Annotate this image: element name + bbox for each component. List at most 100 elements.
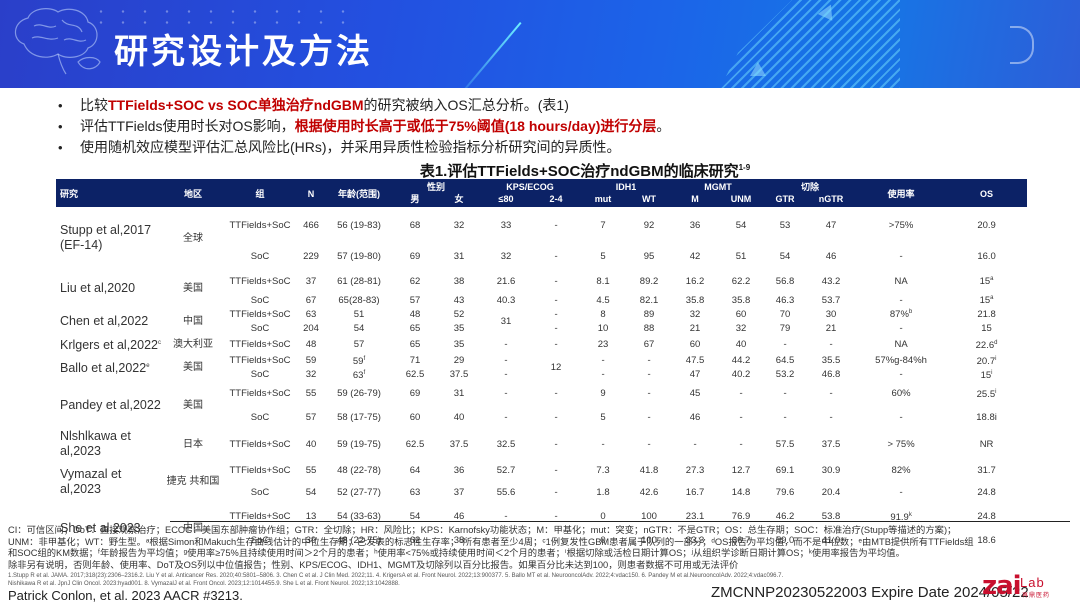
- m: 47.5: [685, 354, 705, 366]
- col-header-n: N: [296, 179, 326, 207]
- group: TTFields+SoC: [229, 275, 291, 287]
- n: 63: [305, 308, 317, 320]
- usage: >75%: [888, 219, 914, 231]
- n: 59: [305, 354, 317, 366]
- male: 62.5: [405, 368, 425, 380]
- os: 15: [981, 323, 992, 334]
- age: 57 (19-80): [337, 250, 381, 262]
- female: 37: [453, 487, 465, 499]
- page-title: 研究设计及方法: [114, 32, 373, 72]
- m: 35.8: [685, 294, 705, 306]
- bullet-item: 使用随机效应模型评估汇总风险比(HRs)，并采用异质性检验指标分析研究间的异质性…: [58, 137, 1058, 158]
- usage: -: [899, 487, 903, 499]
- os-value: 15: [979, 295, 991, 307]
- table-row: Liu et al,2020 美国 TTFields+SoC 37 61 (28…: [56, 269, 1027, 295]
- ecog: -: [554, 339, 558, 351]
- col-header-wt: WT: [626, 193, 673, 207]
- col-header-group: 组: [224, 179, 296, 207]
- mut: -: [601, 438, 605, 450]
- mut: 1.8: [596, 487, 610, 499]
- ngtr: -: [829, 339, 833, 351]
- footnote-mark: f: [363, 369, 366, 376]
- n: 55: [305, 387, 317, 399]
- unm: 76.9: [731, 510, 751, 522]
- age: 54 (33-63): [337, 510, 381, 522]
- female: 29: [453, 354, 465, 366]
- m: 47: [689, 368, 701, 380]
- os-value: 20.7: [976, 355, 996, 367]
- reference-line: 1.Stupp R et al. JAMA. 2017;318(23):2306…: [8, 573, 784, 579]
- mut: 7.3: [596, 464, 610, 476]
- study-name: Vymazal et al,2023: [60, 466, 122, 496]
- wt: -: [647, 438, 651, 450]
- female: 43: [453, 294, 465, 306]
- n: 37: [305, 275, 317, 287]
- group: TTFields+SoC: [229, 464, 291, 476]
- female: 31: [453, 387, 465, 399]
- group: SoC: [250, 487, 270, 499]
- female: 31: [453, 250, 465, 262]
- caption-text: 表1.评估TTFields+SOC治疗ndGBM的临床研究: [419, 163, 739, 180]
- ecog: -: [554, 464, 558, 476]
- usage: 82%: [891, 464, 911, 476]
- table-row: She et al,2023 中国 TTFields+SoC 13 54 (33…: [56, 504, 1027, 535]
- mut: 10: [597, 323, 609, 334]
- ecog: 12: [550, 361, 562, 373]
- footnote-mark: f: [363, 355, 366, 362]
- m: 33.3: [685, 534, 705, 546]
- ngtr: 30.9: [821, 464, 841, 476]
- ecog: -: [554, 275, 558, 287]
- study-name: Ballo et al,2022e: [56, 353, 162, 381]
- kps: -: [504, 411, 508, 423]
- age: 48 (22-78): [337, 464, 381, 476]
- usage: > 75%: [887, 438, 915, 450]
- study-name: She et al,2023: [60, 520, 141, 535]
- age: 59 (19-75): [337, 438, 381, 450]
- unm: -: [739, 387, 743, 399]
- usage: 87%b: [856, 307, 946, 321]
- age-value: 59: [352, 355, 364, 367]
- gtr: 57.5: [775, 438, 795, 450]
- ngtr: 35.5: [821, 354, 841, 366]
- stripe-pattern: [720, 0, 900, 88]
- os: 22.6d: [946, 336, 1027, 353]
- col-header-unm: UNM: [718, 193, 765, 207]
- ecog: -: [554, 411, 558, 423]
- unm: 40.2: [731, 368, 751, 380]
- m: 42: [689, 250, 701, 262]
- m: 16.2: [685, 275, 705, 287]
- col-header-mut: mut: [580, 193, 627, 207]
- group: TTFields+SoC: [229, 308, 291, 320]
- wt: 89: [643, 308, 655, 320]
- n: 13: [305, 510, 317, 522]
- m: 32: [689, 308, 701, 320]
- n: 67: [305, 294, 317, 306]
- age-value: 63: [352, 369, 364, 381]
- table-row: SoC 54 52 (27-77) 63 37 55.6 - 1.8 42.6 …: [56, 481, 1027, 504]
- unm: 32: [735, 323, 747, 334]
- age: 54: [353, 323, 365, 334]
- source-citation: Patrick Conlon, et al. 2023 AACR #3213.: [8, 588, 243, 603]
- mut: -: [601, 354, 605, 366]
- gtr: 64.5: [775, 354, 795, 366]
- col-header-gtr: GTR: [764, 193, 807, 207]
- ngtr: 53.8: [821, 510, 841, 522]
- kps: 31: [500, 316, 512, 327]
- wt: 88: [643, 323, 655, 334]
- usage: -: [899, 294, 903, 306]
- os: 18.8i: [976, 411, 997, 423]
- os: 25.5i: [946, 381, 1027, 405]
- male: 63: [409, 487, 421, 499]
- gtr: -: [783, 411, 787, 423]
- m: 23.1: [685, 510, 705, 522]
- ecog: -: [554, 510, 558, 522]
- ngtr: 41.0: [821, 534, 841, 546]
- region: 美国: [183, 282, 203, 294]
- n: 55: [305, 464, 317, 476]
- bullet-text: 比较: [80, 97, 108, 113]
- group: TTFields+SoC: [229, 510, 291, 522]
- unm: 60: [735, 308, 747, 320]
- m: 27.3: [685, 464, 705, 476]
- m: 36: [689, 219, 701, 231]
- n: 204: [303, 323, 319, 334]
